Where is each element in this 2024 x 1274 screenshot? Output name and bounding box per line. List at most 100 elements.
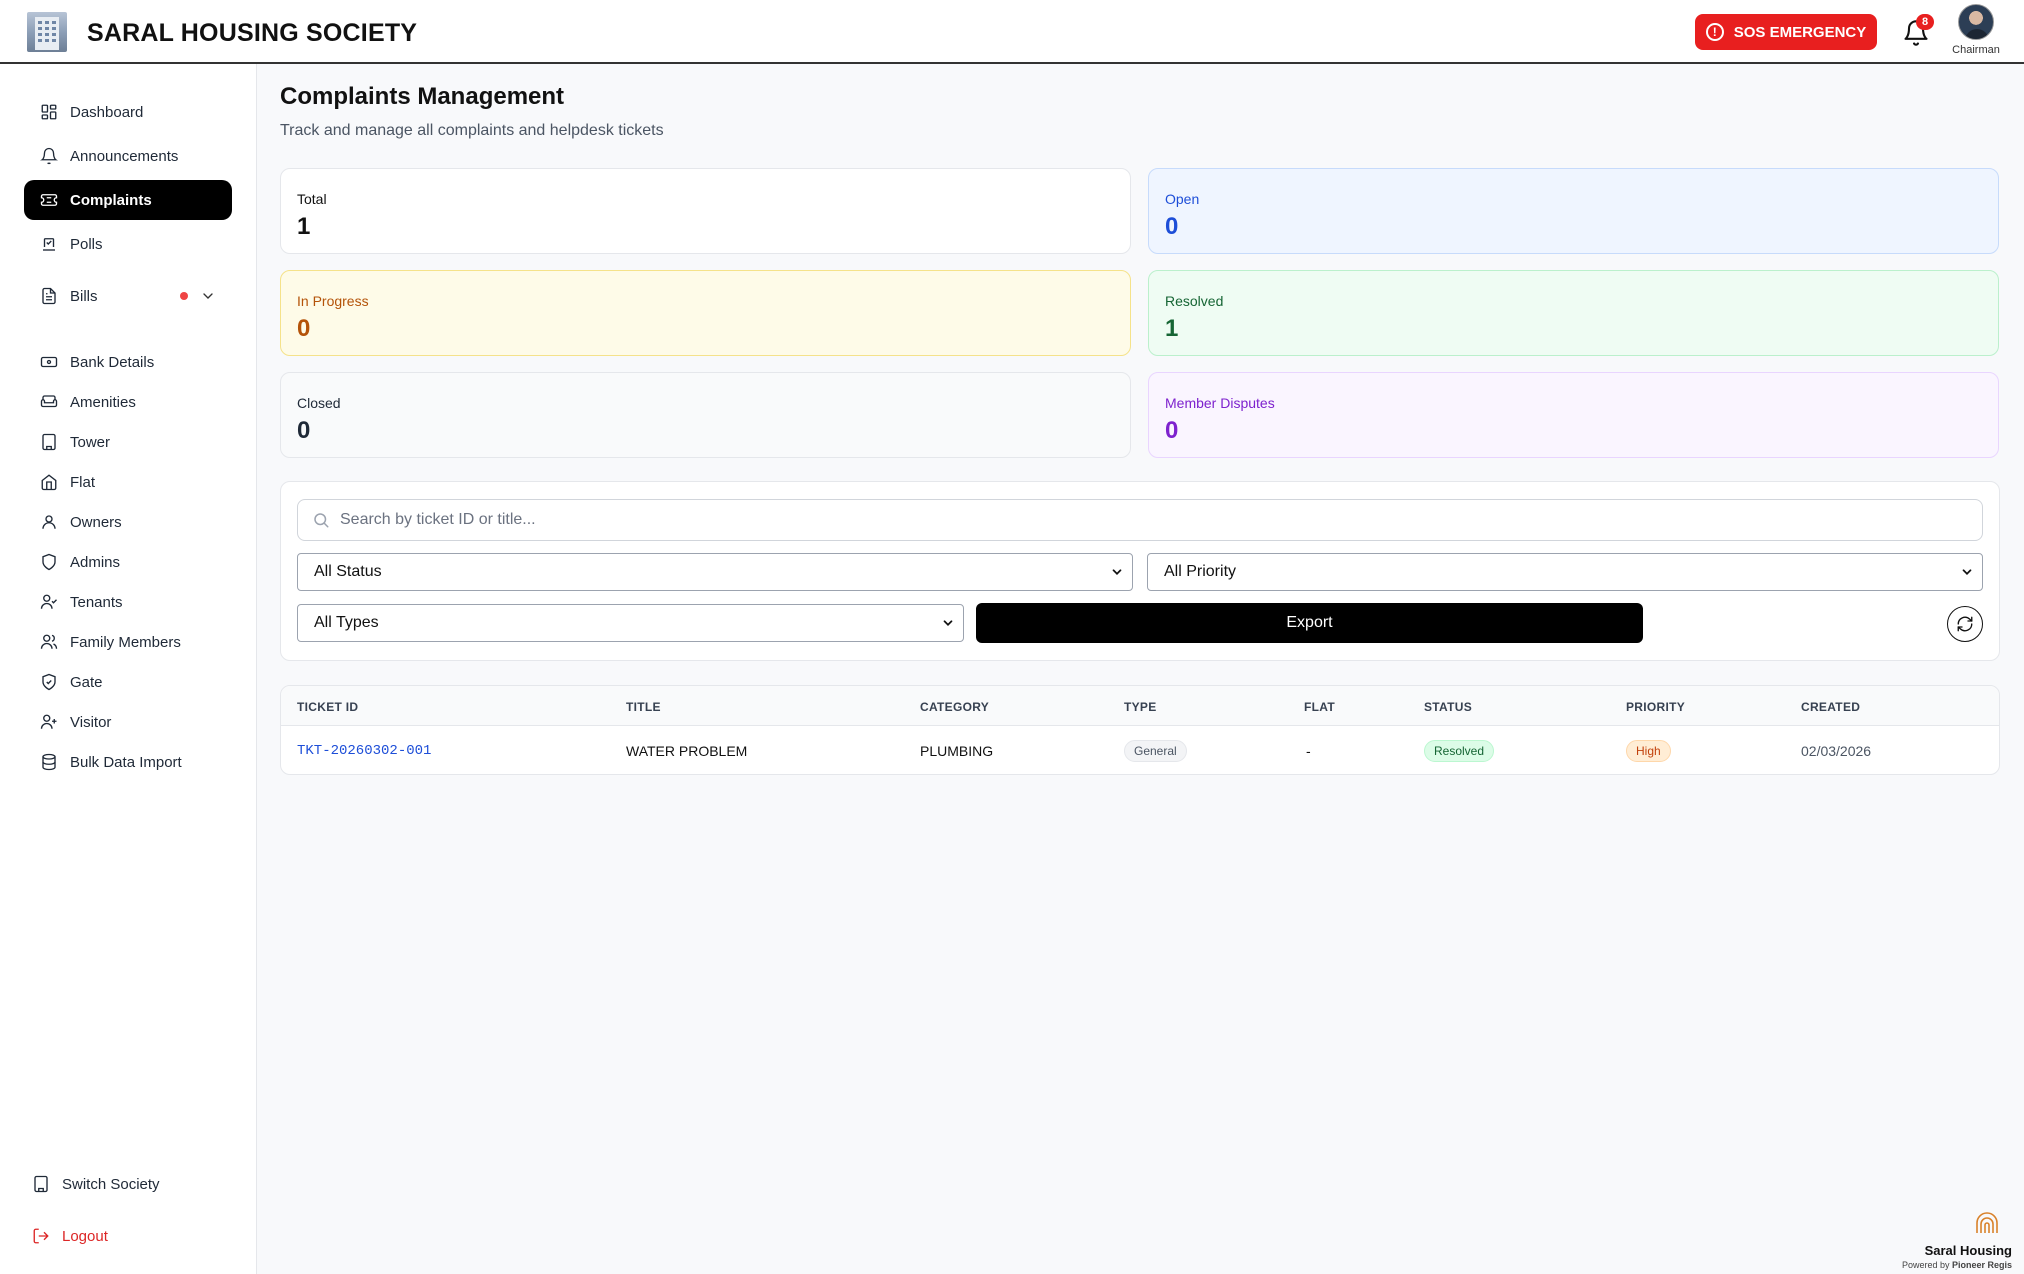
switch-society-button[interactable]: Switch Society: [16, 1164, 224, 1204]
shield-check-icon: [40, 673, 58, 691]
stat-label: Resolved: [1165, 293, 1224, 309]
notification-count-badge: 8: [1916, 14, 1934, 30]
column-header-flat[interactable]: FLAT: [1304, 700, 1335, 714]
building-icon: [40, 433, 58, 451]
sidebar-item-label: Bulk Data Import: [70, 753, 182, 771]
database-icon: [40, 753, 58, 771]
stat-card-resolved: Resolved 1: [1148, 270, 1999, 356]
sidebar-item-label: Flat: [70, 473, 96, 491]
sidebar-item-label: Family Members: [70, 633, 181, 651]
page-title: Complaints Management: [280, 83, 565, 110]
stat-card-in-progress: In Progress 0: [280, 270, 1131, 356]
chevron-down-icon: [943, 620, 953, 626]
bell-icon: [40, 147, 58, 165]
table-header: TICKET ID TITLE CATEGORY TYPE FLAT STATU…: [281, 686, 1999, 726]
priority-badge: High: [1626, 740, 1671, 762]
stat-card-closed: Closed 0: [280, 372, 1131, 458]
sidebar: Dashboard Announcements Complaints Polls…: [0, 64, 257, 1274]
column-header-status[interactable]: STATUS: [1424, 700, 1473, 714]
search-input[interactable]: [340, 511, 1940, 529]
type-filter-value: All Types: [314, 614, 379, 631]
sidebar-item-bulk-data-import[interactable]: Bulk Data Import: [24, 742, 232, 782]
sidebar-item-visitor[interactable]: Visitor: [24, 702, 232, 742]
column-header-category[interactable]: CATEGORY: [920, 700, 990, 714]
sidebar-item-gate[interactable]: Gate: [24, 662, 232, 702]
logout-button[interactable]: Logout: [16, 1216, 224, 1256]
status-filter-select[interactable]: All Status: [297, 553, 1133, 591]
search-icon: [314, 513, 329, 528]
sidebar-item-family-members[interactable]: Family Members: [24, 622, 232, 662]
ticket-title: WATER PROBLEM: [626, 743, 748, 759]
home-icon: [40, 473, 58, 491]
sidebar-item-label: Complaints: [70, 191, 152, 209]
sidebar-item-flat[interactable]: Flat: [24, 462, 232, 502]
banknote-icon: [40, 353, 58, 371]
column-header-priority[interactable]: PRIORITY: [1626, 700, 1686, 714]
refresh-icon: [1957, 616, 1973, 632]
chevron-down-icon[interactable]: [200, 288, 216, 304]
priority-filter-select[interactable]: All Priority: [1147, 553, 1983, 591]
alert-circle-icon: !: [1705, 23, 1724, 41]
ticket-id-link[interactable]: TKT-20260302-001: [297, 743, 432, 759]
user-avatar[interactable]: [1958, 4, 1994, 40]
sidebar-item-label: Amenities: [70, 393, 136, 411]
stat-card-total: Total 1: [280, 168, 1131, 254]
sos-emergency-button[interactable]: ! SOS EMERGENCY: [1695, 14, 1877, 50]
priority-filter-value: All Priority: [1164, 563, 1237, 580]
status-badge: Resolved: [1424, 740, 1495, 762]
sidebar-item-polls[interactable]: Polls: [24, 224, 232, 264]
column-header-ticket-id[interactable]: TICKET ID: [297, 700, 359, 714]
search-box: [297, 499, 1983, 541]
notification-bell-icon[interactable]: [1902, 18, 1930, 48]
sidebar-item-dashboard[interactable]: Dashboard: [24, 92, 232, 132]
sidebar-item-label: Owners: [70, 513, 122, 531]
page-subtitle: Track and manage all complaints and help…: [280, 122, 664, 139]
user-plus-icon: [40, 713, 58, 731]
stat-label: Member Disputes: [1165, 395, 1275, 411]
sidebar-item-label: Tower: [70, 433, 111, 451]
sidebar-item-label: Bills: [70, 287, 98, 305]
column-header-type[interactable]: TYPE: [1124, 700, 1157, 714]
sidebar-item-label: Admins: [70, 553, 121, 571]
sidebar-item-amenities[interactable]: Amenities: [24, 382, 232, 422]
footer-brand-title: Saral Housing: [1924, 1243, 2012, 1258]
type-filter-select[interactable]: All Types: [297, 604, 964, 642]
sidebar-item-label: Tenants: [70, 593, 123, 611]
filter-panel: All Status All Priority All Types Export: [280, 481, 2000, 661]
brand-logo-icon: [1976, 1212, 1998, 1233]
sidebar-item-complaints[interactable]: Complaints: [24, 180, 232, 220]
sidebar-item-announcements[interactable]: Announcements: [24, 136, 232, 176]
poll-icon: [40, 235, 58, 253]
sidebar-item-bills[interactable]: Bills: [24, 276, 232, 316]
stat-value: 0: [297, 417, 311, 444]
ticket-flat: -: [1306, 743, 1311, 759]
shield-icon: [40, 553, 58, 571]
sidebar-item-label: Gate: [70, 673, 103, 691]
ticket-icon: [40, 191, 58, 209]
sos-label: SOS EMERGENCY: [1733, 23, 1867, 41]
ticket-created-date: 02/03/2026: [1801, 743, 1872, 759]
users-icon: [40, 633, 58, 651]
chevron-down-icon: [1112, 569, 1122, 575]
user-role-label: Chairman: [1952, 44, 2000, 56]
column-header-created[interactable]: CREATED: [1801, 700, 1861, 714]
status-filter-value: All Status: [314, 563, 382, 580]
sidebar-item-tenants[interactable]: Tenants: [24, 582, 232, 622]
file-icon: [40, 287, 58, 305]
sidebar-item-tower[interactable]: Tower: [24, 422, 232, 462]
stat-card-member-disputes: Member Disputes 0: [1148, 372, 1999, 458]
refresh-button[interactable]: [1947, 606, 1983, 642]
stat-value: 0: [297, 315, 311, 342]
type-badge: General: [1124, 740, 1187, 762]
sidebar-item-owners[interactable]: Owners: [24, 502, 232, 542]
sidebar-item-admins[interactable]: Admins: [24, 542, 232, 582]
society-logo: [27, 12, 67, 52]
export-button[interactable]: Export: [976, 603, 1643, 643]
column-header-title[interactable]: TITLE: [626, 700, 661, 714]
sidebar-item-label: Bank Details: [70, 353, 155, 371]
sofa-icon: [40, 393, 58, 411]
dashboard-icon: [40, 103, 58, 121]
sidebar-item-label: Announcements: [70, 147, 179, 165]
sidebar-item-bank-details[interactable]: Bank Details: [24, 342, 232, 382]
sidebar-item-label: Polls: [70, 235, 103, 253]
